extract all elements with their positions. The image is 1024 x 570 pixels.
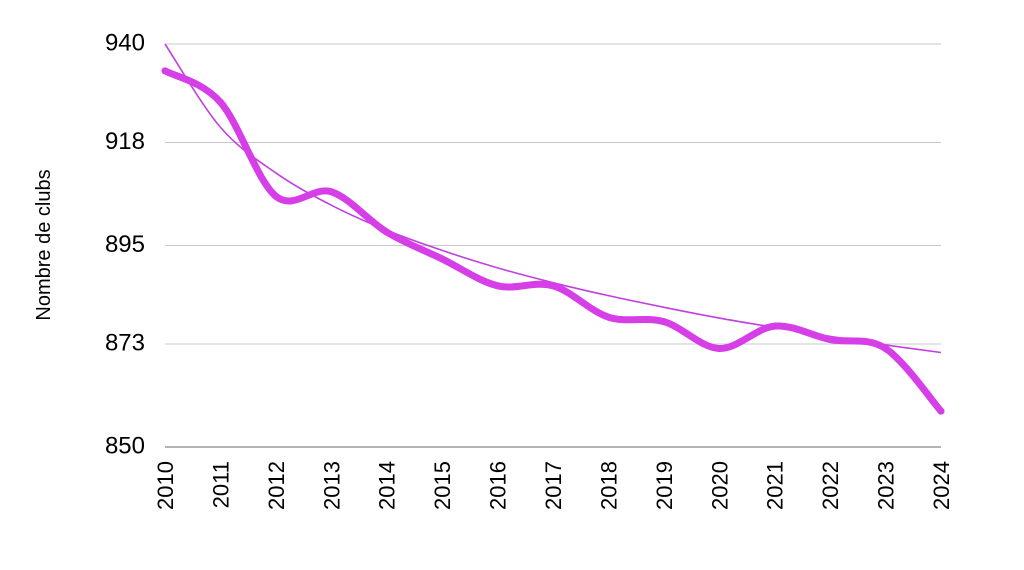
- series-line: [161, 67, 945, 415]
- data-point: [327, 188, 335, 196]
- data-point: [771, 322, 779, 330]
- x-tick-label: 2015: [430, 461, 455, 510]
- x-tick-label: 2010: [153, 461, 178, 510]
- data-point: [161, 67, 169, 75]
- data-point: [383, 228, 391, 236]
- x-tick-label: 2011: [208, 461, 233, 508]
- y-axis-label: Nombre de clubs: [33, 169, 55, 320]
- x-tick-label: 2018: [596, 461, 621, 510]
- grid: [165, 43, 941, 448]
- data-point: [549, 282, 557, 290]
- data-point: [826, 336, 834, 344]
- data-point: [604, 313, 612, 321]
- data-points: [161, 67, 945, 415]
- y-tick-label: 873: [105, 329, 145, 356]
- data-point: [715, 344, 723, 352]
- y-tick-label: 895: [105, 231, 145, 258]
- data-point: [660, 318, 668, 326]
- x-tick-label: 2024: [929, 461, 954, 510]
- x-tick-label: 2023: [874, 461, 899, 510]
- data-point: [216, 98, 224, 106]
- x-tick-labels: 2010 2011 2012 2013 2014 2015 2016 2017 2018 2019…: [153, 461, 954, 510]
- x-tick-label: 2019: [652, 461, 677, 510]
- x-tick-label: 2017: [541, 461, 566, 510]
- data-point: [438, 255, 446, 263]
- data-point: [272, 192, 280, 200]
- x-tick-label: 2022: [818, 461, 843, 510]
- x-tick-label: 2016: [486, 461, 511, 510]
- y-tick-label: 850: [105, 432, 145, 459]
- y-tick-label: 918: [105, 128, 145, 155]
- x-tick-label: 2014: [375, 461, 400, 510]
- data-point: [882, 344, 890, 352]
- x-tick-label: 2020: [707, 461, 732, 510]
- y-tick-label: 940: [105, 29, 145, 56]
- x-tick-label: 2021: [763, 461, 788, 510]
- data-point: [494, 282, 502, 290]
- x-tick-label: 2012: [264, 461, 289, 510]
- y-tick-labels: 850 873 895 918 940: [105, 29, 145, 459]
- data-point: [937, 407, 945, 415]
- x-tick-label: 2013: [319, 461, 344, 510]
